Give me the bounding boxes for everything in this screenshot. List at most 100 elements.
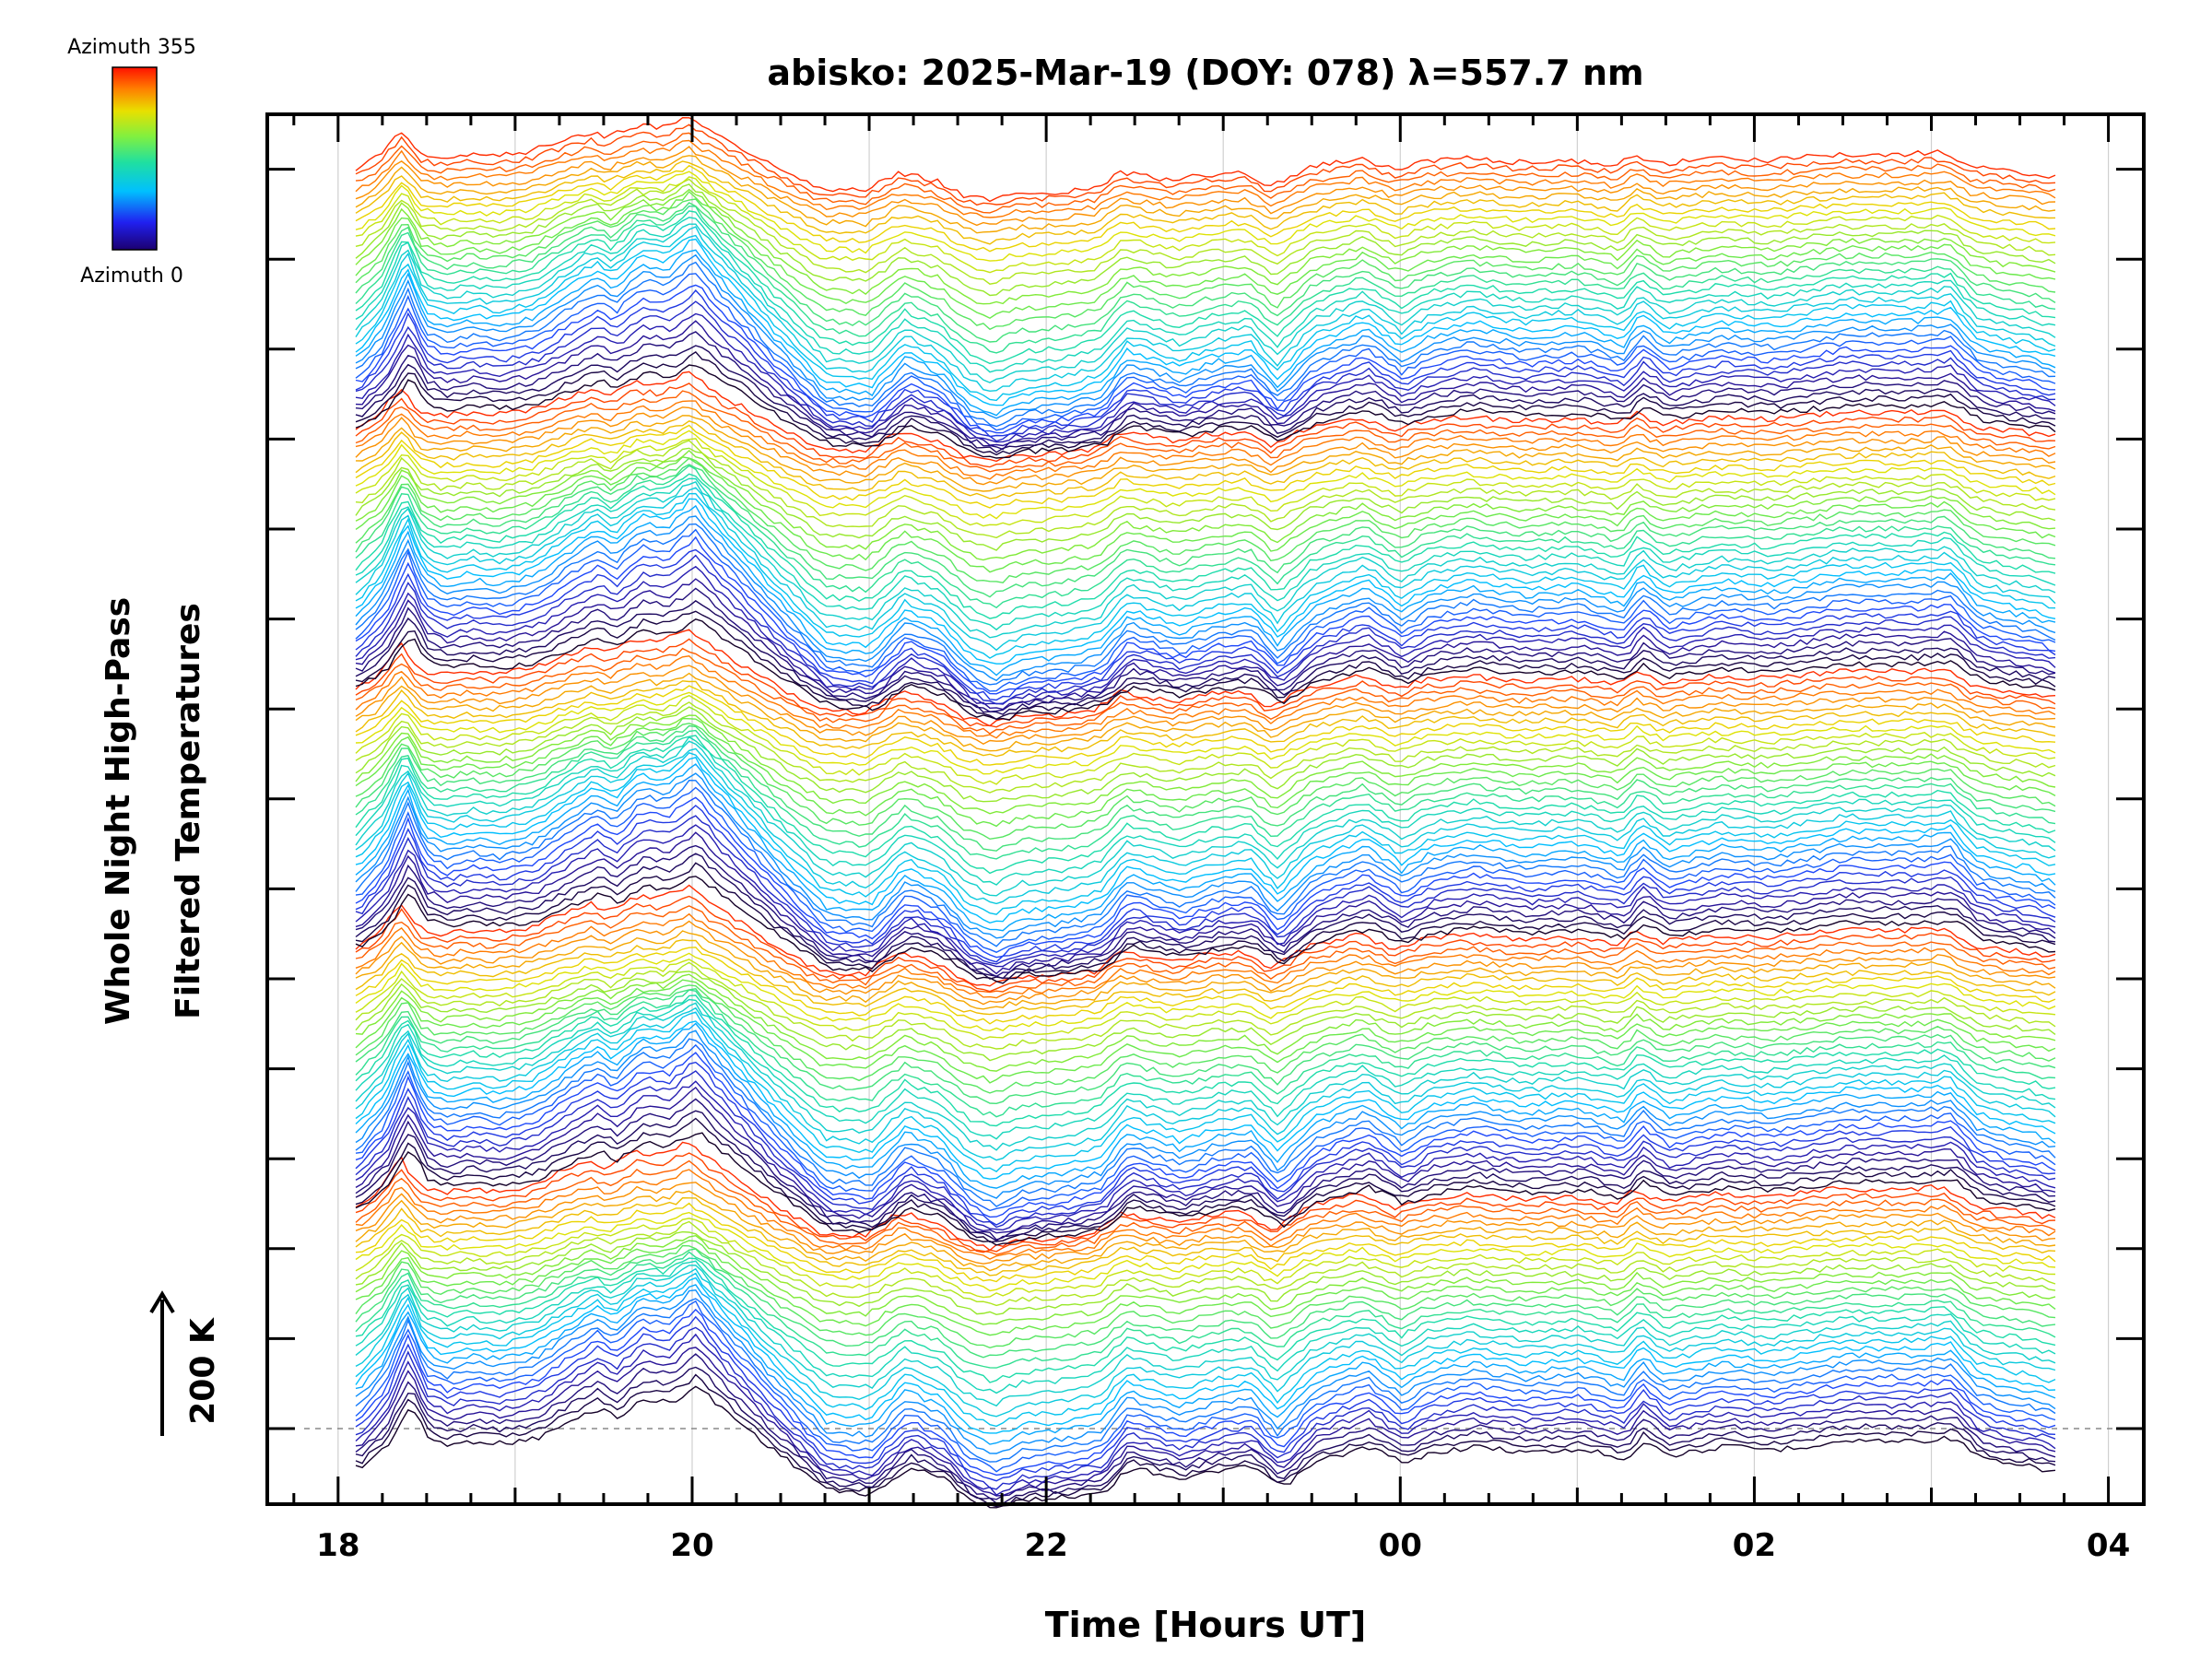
series-line [355,565,2056,705]
plot-frame [265,112,2146,1506]
series-line [355,447,2056,551]
series-line [355,535,2056,695]
series-group [355,116,2056,1509]
series-line [355,210,2056,365]
x-tick-label: 00 [1379,1527,1422,1564]
series-line [355,984,2056,1094]
series-line [355,724,2056,852]
series-line [355,1277,2056,1434]
x-tick-label: 20 [670,1527,713,1564]
series-line [355,487,2056,652]
series-line [355,723,2056,841]
series-line [355,920,2056,1006]
series-line [355,1385,2056,1509]
series-line [355,176,2056,274]
series-line [355,438,2056,527]
series-line [355,481,2056,639]
series-line [355,796,2056,959]
series-line [355,171,2056,262]
x-tick-label: 02 [1733,1527,1776,1564]
series-line [355,183,2056,297]
series-line [355,1132,2056,1246]
series-line [355,1248,2056,1359]
series-line [355,124,2056,206]
series-line [355,600,2056,715]
series-line [355,371,2056,463]
series-line [355,756,2056,924]
series-line [355,429,2056,520]
series-line [355,238,2056,406]
series-line [355,1234,2056,1325]
series-line [355,1043,2056,1212]
scale-bar-label: 200 K [184,1317,222,1425]
series-line [355,831,2056,975]
series-line [355,1061,2056,1226]
series-line [355,1038,2056,1207]
series-line [355,198,2056,331]
series-line [355,1117,2056,1243]
series-line [355,205,2056,354]
series-line [355,610,2056,721]
series-line [355,1220,2056,1307]
series-line [355,844,2056,978]
series-line [355,989,2056,1118]
series-line [355,672,2056,752]
series-line [355,1196,2056,1277]
legend-bottom-label: Azimuth 0 [80,265,183,288]
series-line [355,1190,2056,1272]
series-line [355,912,2056,999]
series-line [355,1070,2056,1229]
series-line [355,477,2056,631]
series-line [355,701,2056,794]
series-line [355,1373,2056,1508]
x-axis-label: Time [Hours UT] [1045,1605,1367,1645]
series-line [355,1080,2056,1231]
series-line [355,554,2056,705]
series-line [355,1289,2056,1454]
series-line [355,618,2056,721]
series-line [355,190,2056,320]
x-tick-label: 22 [1024,1527,1067,1564]
axis-ticks [267,114,2144,1504]
series-line [355,234,2056,402]
series-line [355,779,2056,947]
series-line [355,691,2056,775]
series-line [355,548,2056,701]
series-line [355,164,2056,253]
series-line [355,717,2056,828]
series-line [355,273,2056,431]
series-line [355,1251,2056,1369]
series-line [355,223,2056,383]
series-line [355,680,2056,758]
series-line [355,249,2056,417]
series-line [355,763,2056,932]
legend-top-label: Azimuth 355 [67,36,196,59]
series-line [355,132,2056,214]
series-line [355,1326,2056,1490]
series-line [355,400,2056,480]
series-line [355,155,2056,234]
series-line [355,805,2056,963]
series-line [355,740,2056,897]
series-line [355,1257,2056,1383]
series-line [355,876,2056,984]
series-line [355,994,2056,1127]
series-line [355,1308,2056,1477]
series-line [355,345,2056,453]
series-line [355,139,2056,218]
series-line [355,1347,2056,1497]
series-line [355,647,2056,735]
x-tick-label: 04 [2087,1527,2130,1564]
chart-title: abisko: 2025-Mar-19 (DOY: 078) λ=557.7 n… [767,53,1643,93]
series-line [355,735,2056,875]
scale-bar [149,1290,175,1436]
series-line [355,350,2056,456]
series-line [355,862,2056,980]
series-line [355,1011,2056,1172]
series-line [355,420,2056,500]
series-line [355,498,2056,665]
series-line [355,1244,2056,1349]
series-line [355,456,2056,573]
series-line [355,961,2056,1050]
